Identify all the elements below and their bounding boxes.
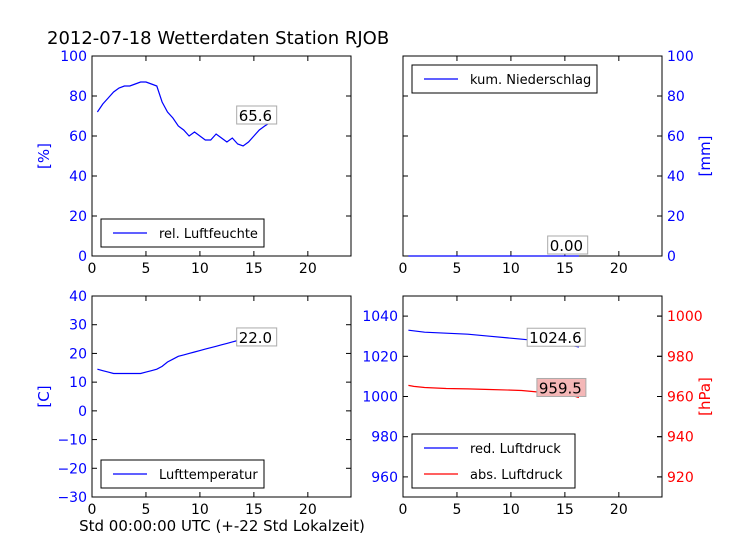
x-tick-label: 5: [452, 261, 461, 277]
y-tick-label: 0: [78, 249, 87, 265]
figure-title: 2012-07-18 Wetterdaten Station RJOB: [47, 28, 389, 49]
x-tick-label: 10: [502, 502, 520, 518]
legend-box: [411, 433, 576, 489]
y-tick-label: −30: [57, 490, 87, 506]
y-tick-label: 20: [69, 209, 87, 225]
value-annotation-box: [526, 327, 586, 347]
chart-humidity: 0 5 10 15 20 0 20 40 60 80 100 [%] 65.6 rel. Luftfeuc…: [35, 49, 352, 277]
x-tick-label: 15: [245, 502, 263, 518]
y-tick-label-right: 920: [667, 470, 694, 486]
value-annotation: 65.6: [239, 107, 272, 125]
x-tick-label: 20: [299, 261, 317, 277]
x-tick-label: 0: [399, 502, 408, 518]
y-tick-label: 960: [371, 470, 398, 486]
y-axis-label: [%]: [35, 143, 53, 169]
y-tick-label: 40: [69, 289, 87, 305]
value-annotation-box: [536, 377, 587, 397]
y-tick-label: 80: [69, 89, 87, 105]
x-tick-label: 5: [141, 502, 150, 518]
y-tick-label: 60: [69, 129, 87, 145]
x-tick-label: 5: [452, 502, 461, 518]
y-tick-label: 20: [69, 346, 87, 362]
x-tick-label: 5: [141, 261, 150, 277]
x-tick-label: 20: [610, 502, 628, 518]
x-tick-label: 20: [610, 261, 628, 277]
x-tick-label: 20: [299, 502, 317, 518]
value-annotation: 0.00: [550, 237, 583, 255]
x-tick-label: 0: [399, 261, 408, 277]
x-tick-label: 15: [245, 261, 263, 277]
value-annotation: 1024.6: [529, 329, 582, 347]
y-tick-label-right: 0: [667, 249, 676, 265]
y-tick-label-right: 40: [667, 169, 685, 185]
y-tick-label: 1040: [362, 309, 398, 325]
x-tick-label: 10: [191, 261, 209, 277]
y-tick-label: 40: [69, 169, 87, 185]
y-tick-label-right: 60: [667, 129, 685, 145]
legend-label: rel. Luftfeuchte: [159, 227, 258, 242]
y-axis-label: [hPa]: [696, 377, 714, 416]
legend-label: abs. Luftdruck: [470, 468, 563, 483]
y-tick-label: −10: [57, 433, 87, 449]
x-tick-label: 10: [191, 502, 209, 518]
y-tick-label: −20: [57, 461, 87, 477]
y-tick-label-right: 940: [667, 430, 694, 446]
y-tick-label: 0: [78, 404, 87, 420]
x-tick-label: 0: [88, 502, 97, 518]
y-tick-label-right: 980: [667, 349, 694, 365]
y-tick-label-right: 100: [667, 49, 694, 65]
x-tick-label: 15: [556, 502, 574, 518]
y-tick-label-right: 1000: [667, 309, 703, 325]
y-tick-label: 100: [60, 49, 87, 65]
y-tick-label: 30: [69, 318, 87, 334]
y-tick-label-right: 20: [667, 209, 685, 225]
chart-pressure: 0 5 10 15 20 960 980 1000 1020 1040 920 940 960 980 10…: [362, 295, 714, 518]
y-tick-label-right: 80: [667, 89, 685, 105]
chart-temperature: 0 5 10 15 20 −30 −20 −10 0 10 20 30 40 [C] 22.0 Lufttem…: [35, 289, 352, 518]
x-tick-label: 10: [502, 261, 520, 277]
value-annotation: 959.5: [539, 379, 582, 397]
value-annotation-box: [236, 327, 278, 347]
chart-precip: 0 5 10 15 20 0 20 40 60 80 100 [mm] 0.00 kum. Nieders…: [399, 49, 714, 277]
legend-label: kum. Niederschlag: [470, 73, 591, 88]
y-tick-label: 1020: [362, 349, 398, 365]
value-annotation: 22.0: [239, 329, 272, 347]
y-axis-label: [mm]: [696, 136, 714, 177]
x-tick-label: 0: [88, 261, 97, 277]
y-tick-label: 980: [371, 430, 398, 446]
y-tick-label: 1000: [362, 390, 398, 406]
y-tick-label: 10: [69, 375, 87, 391]
y-axis-label: [C]: [35, 385, 53, 407]
value-annotation-box: [547, 235, 589, 255]
series-line-humidity-0: [96, 81, 269, 147]
value-annotation-box: [236, 105, 278, 125]
legend-label: Lufttemperatur: [159, 468, 258, 483]
figure-xlabel: Std 00:00:00 UTC (+-22 Std Lokalzeit): [79, 517, 365, 535]
legend-label: red. Luftdruck: [470, 442, 561, 457]
y-tick-label-right: 960: [667, 390, 694, 406]
x-tick-label: 15: [556, 261, 574, 277]
